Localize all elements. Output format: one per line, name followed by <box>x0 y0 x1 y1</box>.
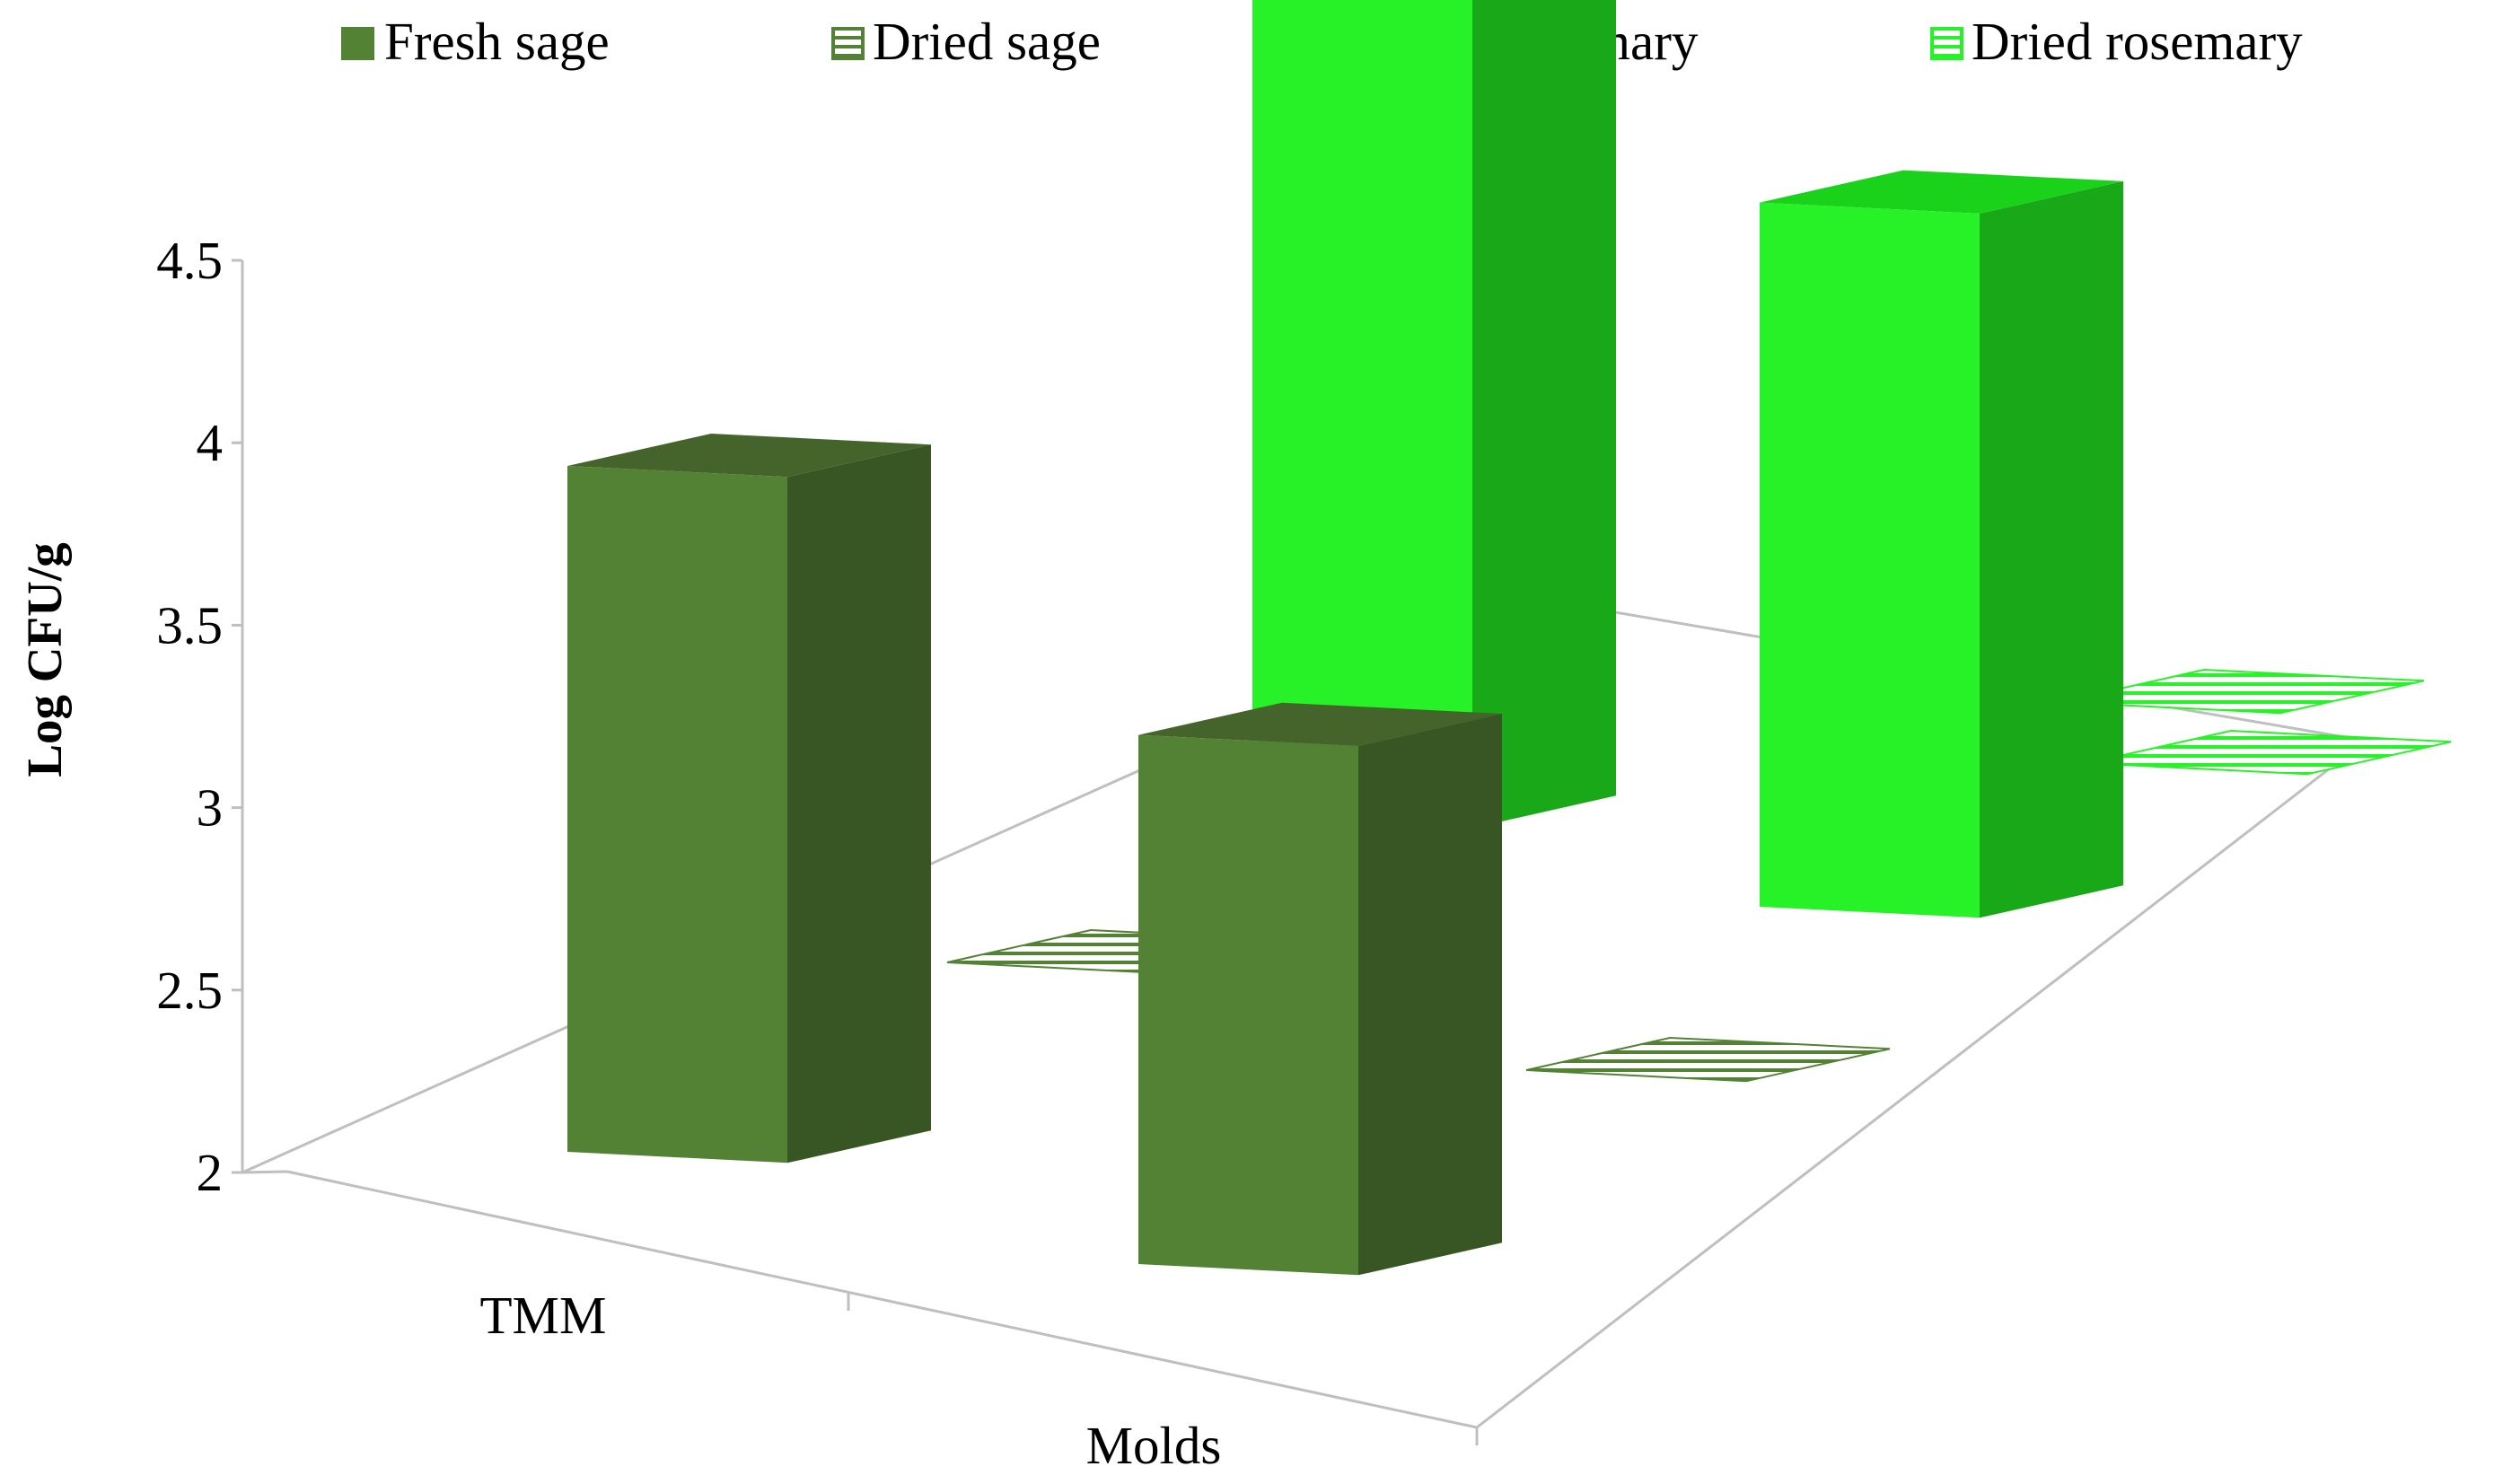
legend-item-dried-sage[interactable]: Dried sage <box>831 12 1101 71</box>
y-tick-label: 2 <box>197 1143 224 1202</box>
bar-fresh-sage-tmm <box>567 434 931 1163</box>
bar-front-face <box>1760 202 1980 918</box>
legend-label-dried-rosemary: Dried rosemary <box>1972 12 2303 71</box>
legend-item-fresh-sage[interactable]: Fresh sage <box>341 12 610 71</box>
bar-fresh-rosemary-tmm <box>1252 0 1616 829</box>
bar-side-face <box>787 444 931 1163</box>
y-ticks: 2 2.5 3 3.5 4 4.5 <box>156 231 242 1202</box>
y-axis-title: Log CFU/g <box>17 542 72 777</box>
y-tick-label: 3.5 <box>156 595 223 654</box>
bar-dried-sage-molds <box>1525 1036 1891 1083</box>
legend-swatch-dried-rosemary <box>1930 27 1963 60</box>
legend-item-dried-rosemary[interactable]: Dried rosemary <box>1930 12 2303 71</box>
floor-front-edge <box>1476 739 2367 1429</box>
legend-swatch-fresh-sage <box>341 27 374 60</box>
y-tick-label: 2.5 <box>156 961 223 1020</box>
bar-front-face <box>1138 734 1358 1276</box>
bar-dried-rosemary-tmm <box>2060 668 2425 715</box>
y-tick-label: 4.5 <box>156 231 223 290</box>
legend-label-fresh-sage: Fresh sage <box>384 12 610 71</box>
legend-label-dried-sage: Dried sage <box>873 12 1101 71</box>
bar-fresh-sage-molds <box>1138 702 1502 1276</box>
bar-front-face <box>567 466 787 1163</box>
legend-swatch-dried-sage <box>831 27 865 60</box>
bar-side-face <box>1358 714 1502 1276</box>
bar-flat-face <box>2086 729 2452 776</box>
category-label: TMM <box>480 1286 607 1345</box>
bar-front-face <box>1252 0 1472 829</box>
bar-side-face <box>1980 180 2123 918</box>
category-label: Molds <box>1086 1416 1222 1475</box>
bar-fresh-rosemary-molds <box>1760 170 2123 918</box>
y-tick-label: 3 <box>197 778 224 838</box>
bar-top-face <box>1760 170 2123 214</box>
bar-flat-face <box>1525 1036 1891 1083</box>
bars <box>567 0 2452 1276</box>
x-axis-line <box>286 1170 1478 1429</box>
bar-flat-face <box>2060 668 2425 715</box>
bar-top-face <box>567 434 931 478</box>
bar-top-face <box>1138 702 1502 746</box>
category-labels: TMM Molds <box>480 1286 1222 1475</box>
bar-side-face <box>1472 0 1616 829</box>
y-tick-label: 4 <box>197 413 224 472</box>
bar-dried-rosemary-molds <box>2086 729 2452 776</box>
